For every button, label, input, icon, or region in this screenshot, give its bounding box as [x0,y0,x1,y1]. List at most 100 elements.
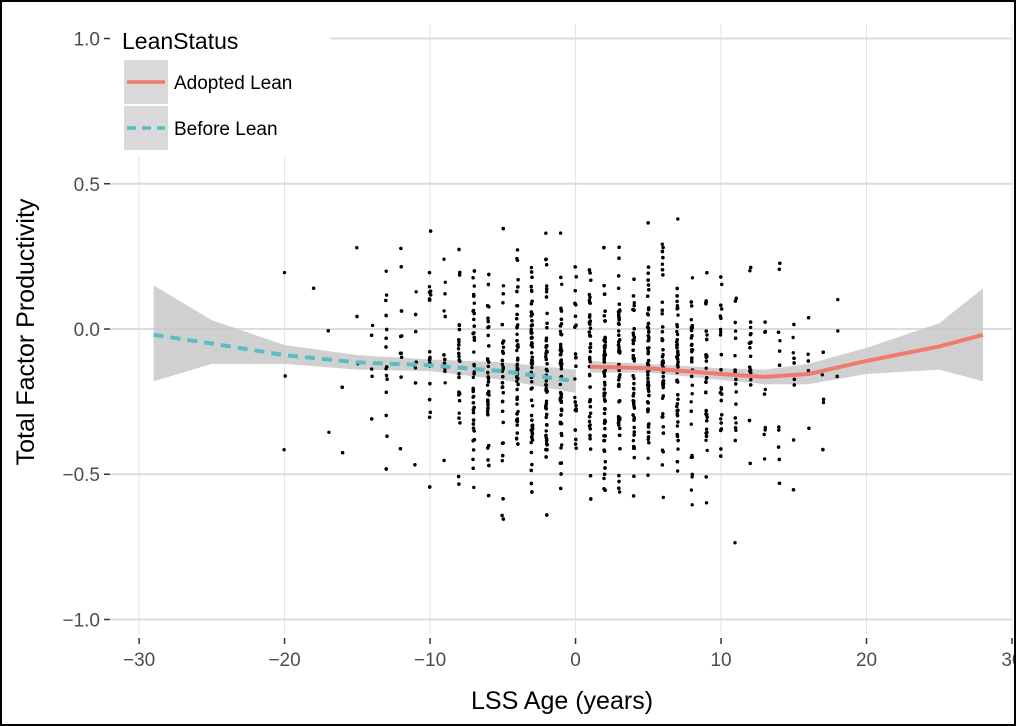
scatter-point [442,458,446,463]
scatter-point [719,428,723,433]
scatter-point [704,329,708,333]
scatter-point [705,337,709,342]
scatter-point [559,317,564,321]
scatter-point [515,258,520,262]
scatter-point [660,463,665,467]
scatter-point [747,418,752,423]
scatter-point [544,379,548,383]
scatter-point [676,313,680,317]
scatter-point [646,370,650,374]
scatter-point [806,359,810,363]
ci-band-before-lean [153,285,576,393]
scatter-point [719,421,723,425]
scatter-point [442,309,446,313]
scatter-point [734,377,738,382]
scatter-point [704,438,708,442]
scatter-point [734,390,738,394]
scatter-point [515,431,519,435]
scatter-point [501,349,505,354]
scatter-point [544,257,548,261]
scatter-point [486,398,490,402]
scatter-point [646,283,651,287]
scatter-point [588,349,592,354]
scatter-point [749,332,753,336]
scatter-point [661,245,665,250]
scatter-point [442,361,447,365]
scatter-point [588,345,593,349]
scatter-point [792,322,796,327]
scatter-point [646,380,650,384]
scatter-point [486,458,490,462]
scatter-point [631,341,635,346]
scatter-point [675,412,679,416]
scatter-points [282,217,840,545]
scatter-point [676,420,680,424]
scatter-point [646,373,650,377]
scatter-point [603,383,607,387]
scatter-point [690,334,694,338]
scatter-point [573,314,578,318]
scatter-point [689,300,693,304]
scatter-point [486,364,490,369]
scatter-point [690,276,695,280]
scatter-point [632,376,636,381]
scatter-point [603,399,607,403]
scatter-point [675,460,680,464]
scatter-point [544,290,549,294]
scatter-point [749,371,753,375]
scatter-point [399,355,404,359]
scatter-point [471,418,476,422]
scatter-point [544,399,549,403]
scatter-point [574,364,578,368]
scatter-point [617,375,621,379]
scatter-point [690,360,694,364]
scatter-point [603,426,607,431]
scatter-point [472,284,476,288]
scatter-point [762,457,767,461]
scatter-point [631,331,635,335]
scatter-point [588,373,592,378]
scatter-point [471,426,476,430]
scatter-point [559,392,563,396]
scatter-point [486,333,490,338]
scatter-point [733,438,737,443]
scatter-point [646,294,650,298]
scatter-point [763,330,767,334]
scatter-point [486,406,490,410]
scatter-point [603,343,607,348]
scatter-point [602,394,606,398]
scatter-point [529,327,533,332]
scatter-point [588,385,592,389]
smooth-line-adopted-lean [590,332,984,379]
scatter-point [530,435,534,439]
scatter-point [384,269,388,273]
scatter-point [428,229,433,233]
scatter-point [574,403,578,408]
scatter-point [472,350,476,354]
scatter-point [632,402,636,406]
scatter-point [748,320,753,324]
scatter-point [501,301,505,305]
scatter-point [588,433,592,438]
scatter-point [792,361,796,365]
scatter-point [529,331,534,335]
scatter-point [704,427,709,431]
scatter-point [748,461,752,466]
scatter-point [617,329,621,333]
scatter-point [689,455,694,459]
y-tick-label: 0.0 [74,320,100,341]
scatter-point [573,428,577,432]
scatter-point [471,276,475,280]
scatter-point [720,392,724,396]
scatter-point [719,386,723,390]
scatter-point [748,365,752,369]
scatter-point [559,431,564,436]
scatter-point [646,321,650,326]
scatter-point [530,432,535,436]
scatter-point [704,380,708,384]
scatter-point [632,425,636,430]
scatter-point [457,354,461,359]
scatter-point [749,378,753,382]
scatter-point [500,459,504,463]
scatter-point [428,485,432,489]
